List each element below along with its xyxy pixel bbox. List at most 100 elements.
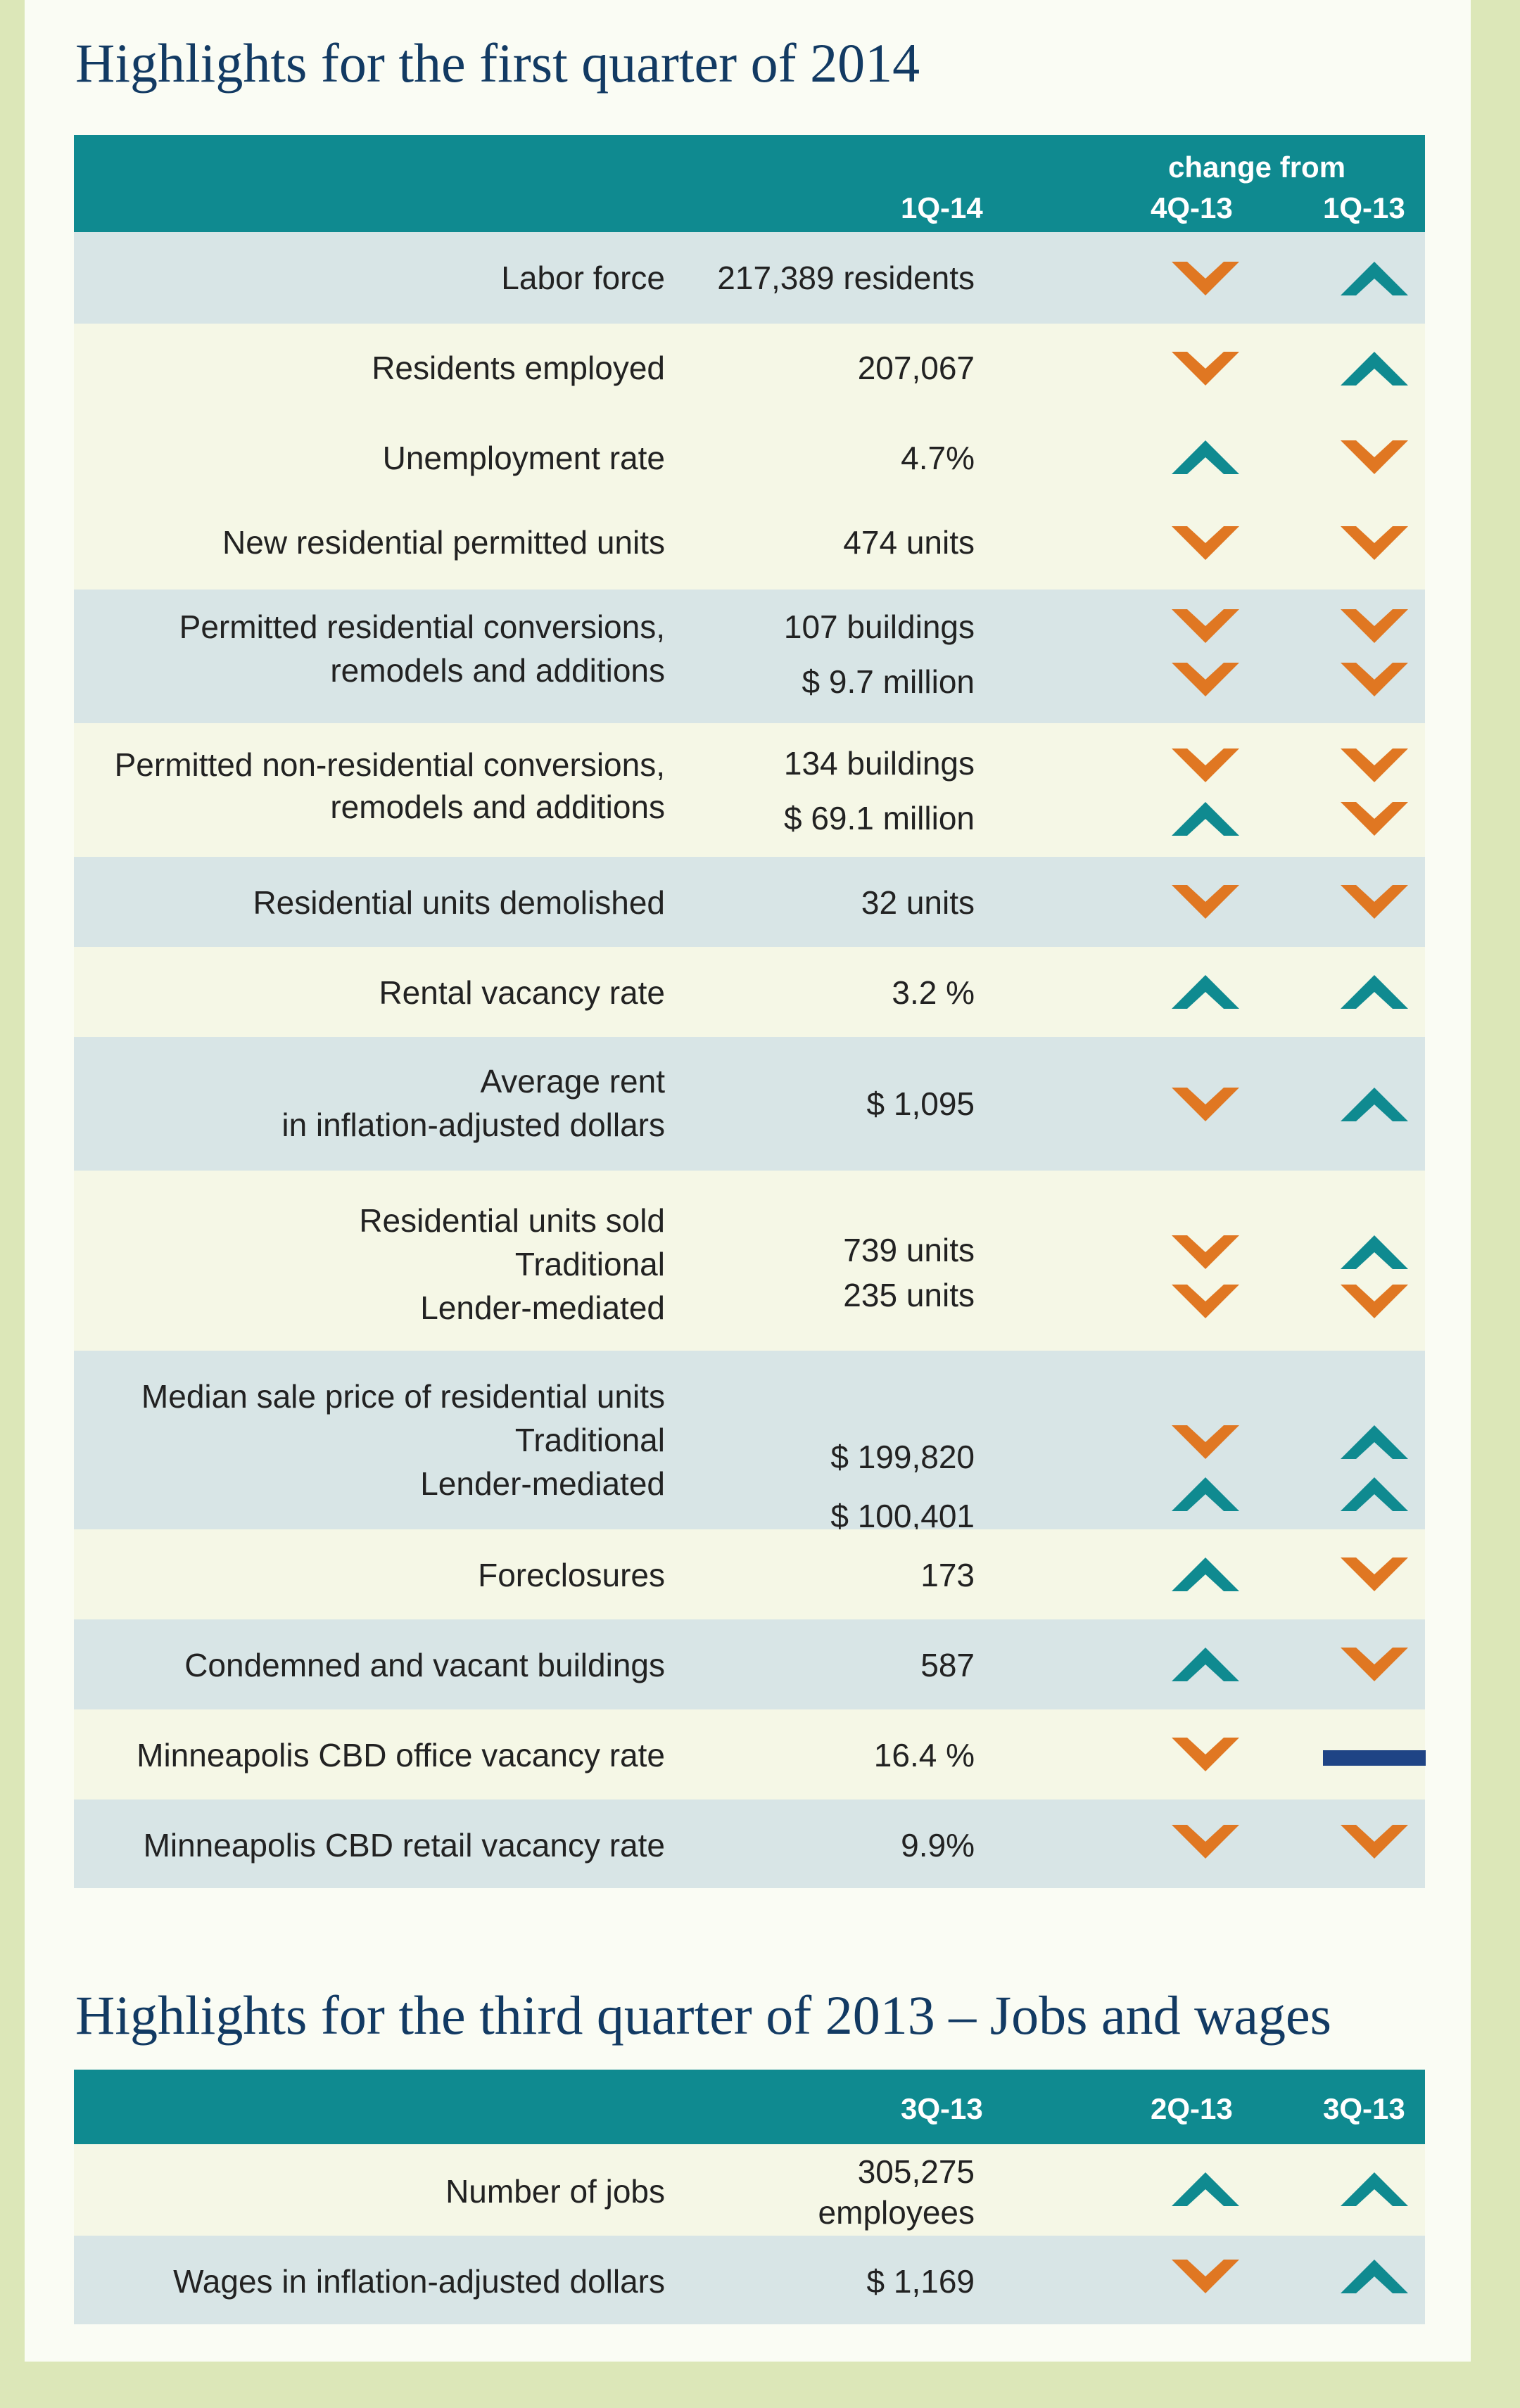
row-value: 134 buildings	[783, 745, 975, 782]
row-label: Average rent	[480, 1063, 665, 1100]
table-row: Foreclosures 173	[74, 1529, 1425, 1619]
row-label: Minneapolis CBD retail vacancy rate	[143, 1827, 665, 1864]
table-row: Residents employed 207,067	[74, 324, 1425, 414]
row-value: 9.9%	[901, 1827, 975, 1864]
table-row: Residential units sold Traditional Lender-…	[74, 1171, 1425, 1351]
col-1q14: 1Q-14	[901, 191, 983, 224]
row-label: Residential units demolished	[253, 884, 665, 921]
trend-down-icon	[1172, 526, 1239, 560]
table-row: Unemployment rate 4.7%	[74, 414, 1425, 501]
row-label: Lender-mediated	[420, 1465, 665, 1502]
row-value: 32 units	[861, 884, 975, 921]
trend-down-icon	[1341, 1825, 1408, 1859]
row-label: Residents employed	[372, 350, 665, 386]
section1-title: Highlights for the first quarter of 2014	[75, 32, 920, 94]
section2-title: Highlights for the third quarter of 2013…	[75, 1985, 1332, 2046]
table-row: Condemned and vacant buildings 587	[74, 1619, 1425, 1709]
row-label: Foreclosures	[478, 1557, 665, 1593]
row-label: New residential permitted units	[222, 524, 665, 561]
row-value: 305,275	[857, 2153, 975, 2190]
row-value: $ 1,095	[866, 1085, 975, 1122]
highlights-page: Highlights for the first quarter of 2014…	[25, 0, 1471, 2362]
col-3q13: 3Q-13	[901, 2092, 983, 2125]
trend-up-icon	[1341, 1425, 1408, 1459]
trend-up-icon	[1172, 1477, 1239, 1511]
trend-up-icon	[1341, 2260, 1408, 2293]
trend-down-icon	[1172, 1235, 1239, 1269]
table-row: Median sale price of residential units Tr…	[74, 1351, 1425, 1534]
trend-up-icon	[1172, 1557, 1239, 1591]
trend-up-icon	[1172, 2172, 1239, 2206]
row-label: Traditional	[514, 1422, 665, 1458]
table-row: Minneapolis CBD office vacancy rate 16.4 …	[74, 1709, 1426, 1799]
table-row: Permitted non-residential conversions, re…	[74, 723, 1425, 857]
table-row: Number of jobs 305,275 employees	[74, 2144, 1425, 2236]
trend-down-icon	[1341, 885, 1408, 919]
row-label: remodels and additions	[330, 652, 665, 689]
trend-up-icon	[1341, 975, 1408, 1009]
trend-down-icon	[1172, 1825, 1239, 1859]
trend-down-icon	[1172, 1425, 1239, 1459]
trend-up-icon	[1341, 1088, 1408, 1121]
trend-down-icon	[1341, 440, 1408, 474]
trend-up-icon	[1172, 975, 1239, 1009]
row-label: Permitted residential conversions,	[179, 609, 665, 645]
row-label: Median sale price of residential units	[141, 1378, 665, 1415]
trend-down-icon	[1172, 748, 1239, 782]
table-row: Minneapolis CBD retail vacancy rate 9.9%	[74, 1799, 1425, 1888]
table-row: Average rent in inflation-adjusted dollar…	[74, 1037, 1425, 1171]
col-2q13: 2Q-13	[1151, 2092, 1233, 2125]
trend-up-icon	[1172, 1648, 1239, 1681]
row-value: 217,389 residents	[717, 260, 975, 296]
section1-header: change from 1Q-14 4Q-13 1Q-13	[74, 135, 1425, 232]
row-value: $ 100,401	[830, 1498, 975, 1534]
table-row: Rental vacancy rate 3.2 %	[74, 947, 1425, 1037]
trend-down-icon	[1172, 2260, 1239, 2293]
row-value: 4.7%	[901, 440, 975, 476]
table-row: Permitted residential conversions, remode…	[74, 590, 1425, 723]
change-from-label: change from	[1168, 151, 1346, 184]
section2-header: 3Q-13 2Q-13 3Q-13	[74, 2070, 1425, 2144]
table-row: Labor force 217,389 residents	[74, 232, 1425, 324]
trend-down-icon	[1172, 1285, 1239, 1318]
trend-down-icon	[1172, 1088, 1239, 1121]
row-label: Minneapolis CBD office vacancy rate	[137, 1737, 665, 1773]
col-1q13: 1Q-13	[1323, 191, 1405, 224]
trend-down-icon	[1172, 885, 1239, 919]
trend-flat-icon	[1323, 1750, 1426, 1766]
row-label: Labor force	[501, 260, 665, 296]
row-label: remodels and additions	[330, 789, 665, 825]
row-label: Condemned and vacant buildings	[184, 1647, 665, 1683]
trend-up-icon	[1341, 2172, 1408, 2206]
row-value: $ 9.7 million	[802, 663, 975, 700]
col-3q13-b: 3Q-13	[1323, 2092, 1405, 2125]
trend-down-icon	[1341, 609, 1408, 643]
row-label: Unemployment rate	[382, 440, 665, 476]
row-value: 16.4 %	[873, 1737, 975, 1773]
row-value: 173	[920, 1557, 975, 1593]
row-label: in inflation-adjusted dollars	[281, 1107, 665, 1143]
row-label: Wages in inflation-adjusted dollars	[173, 2263, 665, 2300]
trend-down-icon	[1172, 663, 1239, 696]
row-value: $ 69.1 million	[783, 800, 975, 836]
trend-down-icon	[1341, 802, 1408, 836]
trend-down-icon	[1172, 262, 1239, 295]
row-value: employees	[818, 2194, 975, 2231]
row-value: $ 199,820	[830, 1439, 975, 1475]
trend-up-icon	[1341, 262, 1408, 295]
trend-up-icon	[1172, 440, 1239, 474]
row-value: 3.2 %	[892, 974, 975, 1011]
row-value: 235 units	[843, 1277, 975, 1313]
row-value: $ 1,169	[866, 2263, 975, 2300]
row-label: Lender-mediated	[420, 1289, 665, 1326]
trend-up-icon	[1172, 802, 1239, 836]
trend-down-icon	[1341, 1557, 1408, 1591]
trend-down-icon	[1341, 1285, 1408, 1318]
trend-down-icon	[1341, 748, 1408, 782]
col-4q13: 4Q-13	[1151, 191, 1233, 224]
row-value: 739 units	[843, 1232, 975, 1268]
trend-down-icon	[1341, 663, 1408, 696]
row-label: Permitted non-residential conversions,	[114, 746, 665, 783]
table-row: New residential permitted units 474 units	[74, 501, 1425, 590]
trend-up-icon	[1341, 1235, 1408, 1269]
